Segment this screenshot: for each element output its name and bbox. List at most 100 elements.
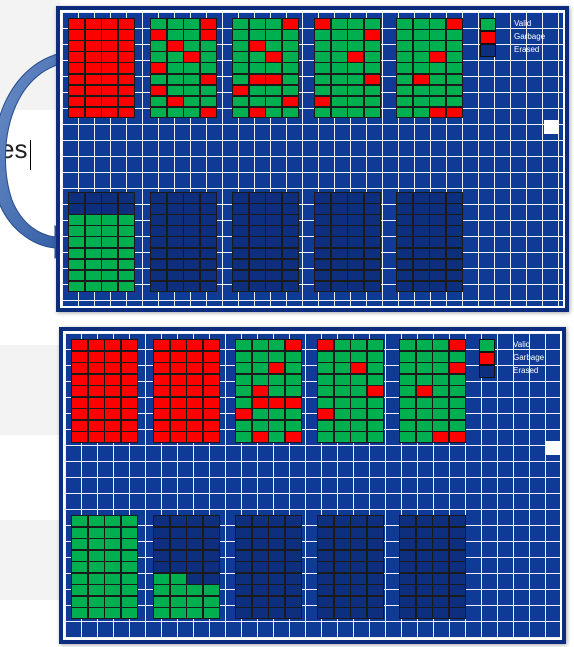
page-cell [68, 40, 85, 52]
page-cell [284, 526, 302, 539]
legend-label: Garbage [513, 353, 545, 362]
page-cell [68, 225, 85, 237]
page-cell [235, 572, 252, 585]
page-cell [412, 192, 430, 204]
page-cell [284, 584, 302, 597]
page-cell [415, 549, 433, 562]
page-cell [432, 572, 449, 585]
page-cell [248, 225, 266, 237]
page-cell [448, 607, 466, 620]
page-cell [314, 236, 331, 249]
page-cell [330, 258, 348, 271]
page-cell [150, 106, 167, 119]
page-cell [120, 385, 138, 398]
page-cell [432, 526, 449, 539]
page-cell [317, 385, 334, 398]
flash-block [396, 192, 463, 293]
page-cell [281, 280, 299, 293]
page-cell [399, 584, 416, 597]
page-cell [120, 408, 138, 421]
page-cell [333, 584, 351, 597]
page-cell [186, 607, 203, 620]
page-cell [84, 84, 102, 97]
page-cell [202, 515, 220, 528]
page-cell [448, 350, 466, 363]
page-cell [87, 419, 105, 432]
page-cell [153, 584, 170, 597]
page-cell [71, 538, 88, 551]
page-cell [317, 538, 334, 551]
page-cell [104, 607, 121, 620]
page-cell [101, 106, 118, 119]
page-cell [169, 607, 187, 620]
page-cell [281, 95, 299, 108]
page-cell [248, 192, 266, 204]
page-cell [333, 385, 351, 398]
page-cell [153, 362, 170, 375]
page-cell [347, 73, 364, 86]
page-cell [235, 385, 252, 398]
page-cell [232, 269, 249, 282]
page-cell [445, 214, 463, 226]
page-cell [84, 192, 102, 204]
page-cell [268, 396, 285, 409]
page-cell [251, 515, 269, 528]
page-cell [445, 95, 463, 108]
block-grid: Valid Garbage Erased [63, 331, 562, 640]
flash-block [68, 192, 135, 293]
page-cell [199, 51, 217, 63]
page-cell [330, 236, 348, 249]
page-cell [199, 62, 217, 75]
flash-block [150, 18, 217, 119]
page-cell [101, 258, 118, 271]
page-cell [84, 214, 102, 226]
page-cell [84, 73, 102, 86]
page-cell [333, 362, 351, 375]
page-cell [268, 549, 285, 562]
page-cell [314, 269, 331, 282]
page-cell [169, 339, 187, 352]
page-cell [265, 247, 282, 260]
page-cell [117, 247, 135, 260]
page-cell [101, 214, 118, 226]
page-cell [248, 106, 266, 119]
page-cell [412, 84, 430, 97]
page-cell [284, 515, 302, 528]
page-cell [150, 84, 167, 97]
page-cell [232, 280, 249, 293]
page-cell [150, 73, 167, 86]
page-cell [265, 51, 282, 63]
page-cell [363, 258, 381, 271]
page-cell [350, 385, 367, 398]
page-cell [87, 572, 105, 585]
page-cell [448, 538, 466, 551]
page-cell [314, 29, 331, 41]
page-cell [396, 40, 413, 52]
page-cell [317, 595, 334, 608]
page-cell [117, 203, 135, 215]
page-cell [71, 607, 88, 620]
page-cell [202, 561, 220, 574]
page-cell [284, 549, 302, 562]
page-cell [432, 549, 449, 562]
legend-item-garbage: Garbage [479, 352, 566, 366]
page-cell [429, 236, 446, 249]
page-cell [350, 419, 367, 432]
page-cell [265, 106, 282, 119]
page-cell [186, 362, 203, 375]
page-cell [84, 247, 102, 260]
flash-block [235, 339, 302, 444]
page-cell [202, 339, 220, 352]
page-cell [330, 247, 348, 260]
page-cell [317, 561, 334, 574]
page-cell [448, 549, 466, 562]
page-cell [248, 258, 266, 271]
page-cell [399, 595, 416, 608]
page-cell [363, 280, 381, 293]
page-cell [415, 607, 433, 620]
legend-item-erased: Erased [480, 44, 569, 58]
page-cell [314, 40, 331, 52]
page-cell [183, 29, 200, 41]
page-cell [317, 350, 334, 363]
page-cell [235, 549, 252, 562]
